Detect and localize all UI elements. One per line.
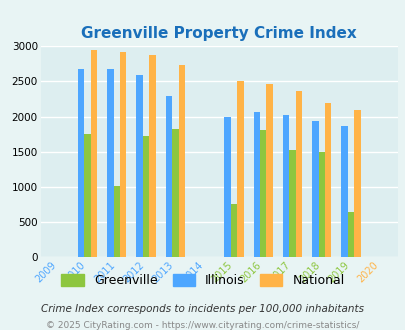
Bar [165,96,172,257]
Bar [78,69,84,257]
Bar [347,212,354,257]
Bar [341,126,347,257]
Bar [178,64,185,257]
Bar [288,150,295,257]
Bar [90,50,97,257]
Bar [266,83,272,257]
Title: Greenville Property Crime Index: Greenville Property Crime Index [81,26,356,41]
Bar [311,121,318,257]
Bar [253,113,259,257]
Bar [113,186,119,257]
Legend: Greenville, Illinois, National: Greenville, Illinois, National [61,274,344,287]
Bar [282,115,288,257]
Bar [172,129,178,257]
Bar [107,69,113,257]
Bar [230,204,237,257]
Text: Crime Index corresponds to incidents per 100,000 inhabitants: Crime Index corresponds to incidents per… [41,304,364,314]
Bar [136,75,143,257]
Bar [119,52,126,257]
Bar [149,55,155,257]
Bar [259,130,266,257]
Bar [224,116,230,257]
Text: © 2025 CityRating.com - https://www.cityrating.com/crime-statistics/: © 2025 CityRating.com - https://www.city… [46,320,359,330]
Bar [318,152,324,257]
Bar [324,103,330,257]
Bar [354,110,360,257]
Bar [84,134,90,257]
Bar [143,136,149,257]
Bar [237,81,243,257]
Bar [295,91,301,257]
